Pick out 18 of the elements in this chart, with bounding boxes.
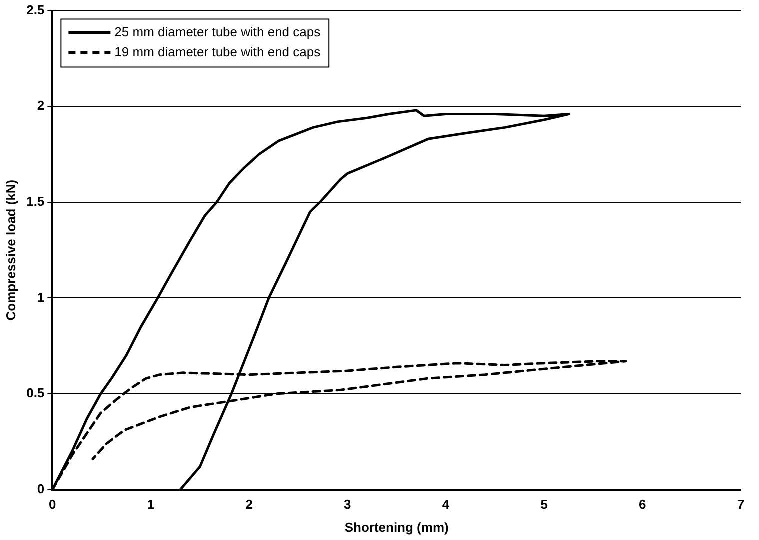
y-tick-label: 1.5 bbox=[26, 194, 45, 209]
x-tick-label: 5 bbox=[540, 497, 548, 512]
y-tick-label: 1 bbox=[37, 290, 45, 305]
legend-label: 25 mm diameter tube with end caps bbox=[114, 24, 322, 40]
legend-label: 19 mm diameter tube with end caps bbox=[114, 44, 322, 60]
y-tick-label: 2 bbox=[37, 98, 45, 114]
y-tick-label: 2.5 bbox=[26, 2, 45, 18]
x-tick-label: 7 bbox=[737, 497, 745, 512]
x-tick-label: 3 bbox=[344, 497, 352, 512]
y-tick-label: 0.5 bbox=[26, 386, 45, 401]
x-axis-title: Shortening (mm) bbox=[344, 520, 449, 535]
x-tick-label: 1 bbox=[147, 497, 155, 512]
x-tick-label: 6 bbox=[639, 497, 646, 512]
y-axis-title: Compressive load (kN) bbox=[3, 180, 18, 321]
x-tick-label: 0 bbox=[49, 497, 56, 512]
y-tick-label: 0 bbox=[37, 481, 45, 496]
x-tick-label: 4 bbox=[442, 497, 450, 512]
x-tick-label: 2 bbox=[246, 497, 253, 512]
